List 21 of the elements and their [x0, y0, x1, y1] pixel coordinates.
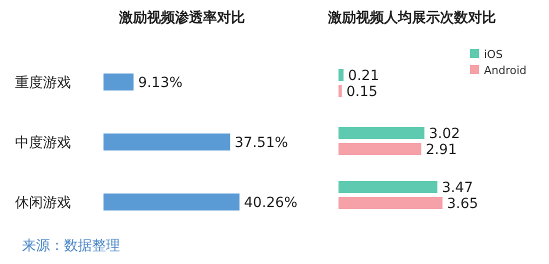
y-tick-label: 重度游戏 — [15, 75, 71, 91]
legend-label: Android — [484, 64, 527, 77]
data-label: 37.51% — [234, 135, 288, 151]
data-label: 0.15 — [346, 84, 378, 100]
data-label: 3.65 — [447, 196, 478, 212]
source-note: 来源：数据整理 — [22, 238, 120, 254]
y-tick-label: 休闲游戏 — [15, 195, 71, 211]
bar — [338, 196, 444, 210]
chart-title: 激励视频人均展示次数对比 — [327, 9, 496, 26]
data-label: 40.26% — [244, 195, 298, 211]
data-label: 9.13% — [138, 75, 183, 91]
data-label: 2.91 — [426, 142, 457, 158]
legend-label: iOS — [484, 48, 503, 61]
bar — [338, 68, 345, 82]
bar — [338, 84, 343, 98]
data-label: 0.21 — [348, 68, 380, 84]
data-label: 3.47 — [442, 180, 473, 196]
y-tick-label: 中度游戏 — [15, 135, 71, 151]
chart-title: 激励视频渗透率对比 — [118, 9, 245, 26]
bar — [338, 180, 438, 194]
data-label: 3.02 — [428, 126, 460, 142]
